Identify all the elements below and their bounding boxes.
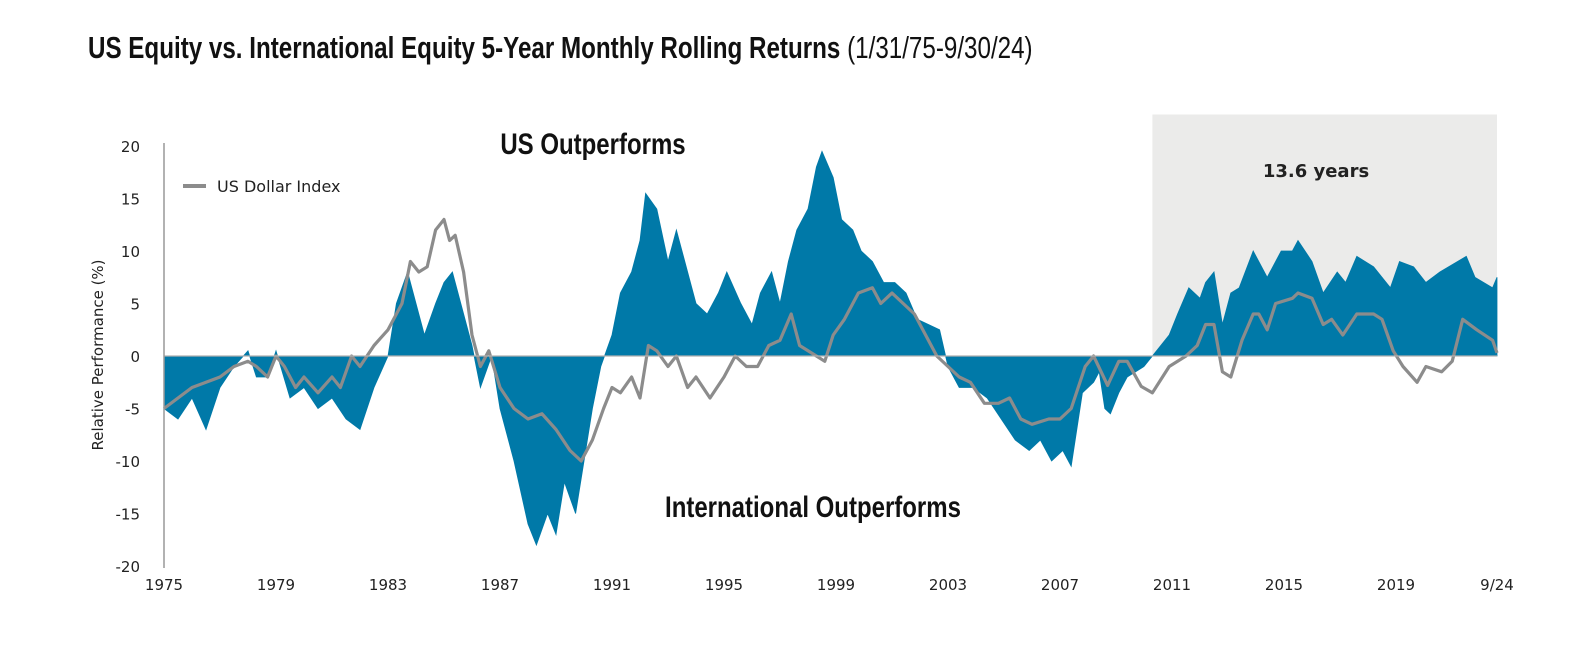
x-tick-label: 2011 xyxy=(1153,576,1191,594)
y-axis-title: Relative Performance (%) xyxy=(89,259,107,450)
annotation-international-outperforms: International Outperforms xyxy=(665,489,961,523)
y-tick-label: 20 xyxy=(121,138,140,156)
annotation-us-outperforms: US Outperforms xyxy=(500,126,685,160)
y-tick-label: -5 xyxy=(125,401,140,419)
x-tick-label: 9/24 xyxy=(1480,576,1514,594)
x-tick-label: 1995 xyxy=(705,576,743,594)
y-tick-label: 5 xyxy=(130,296,140,314)
y-tick-label: 0 xyxy=(130,348,140,366)
y-tick-label: 10 xyxy=(121,243,140,261)
x-tick-label: 1983 xyxy=(369,576,407,594)
y-tick-label: 15 xyxy=(121,191,140,209)
y-tick-label: -10 xyxy=(116,453,141,471)
chart-title: US Equity vs. International Equity 5-Yea… xyxy=(88,30,1033,66)
x-tick-label: 1999 xyxy=(817,576,855,594)
chart-title-range: (1/31/75-9/30/24) xyxy=(847,30,1033,65)
y-tick-label: -15 xyxy=(116,506,141,524)
legend-label-us-dollar-index: US Dollar Index xyxy=(217,177,340,196)
x-tick-label: 1987 xyxy=(481,576,519,594)
x-tick-label: 1975 xyxy=(145,576,183,594)
x-tick-label: 1991 xyxy=(593,576,631,594)
y-tick-label: -20 xyxy=(116,558,141,576)
x-tick-label: 2015 xyxy=(1265,576,1303,594)
chart-title-main: US Equity vs. International Equity 5-Yea… xyxy=(88,30,841,65)
legend: US Dollar Index xyxy=(183,177,340,196)
x-tick-label: 2019 xyxy=(1377,576,1415,594)
x-tick-label: 2007 xyxy=(1041,576,1079,594)
shaded-period-label: 13.6 years xyxy=(1263,161,1369,182)
x-tick-label: 1979 xyxy=(257,576,295,594)
x-tick-label: 2003 xyxy=(929,576,967,594)
